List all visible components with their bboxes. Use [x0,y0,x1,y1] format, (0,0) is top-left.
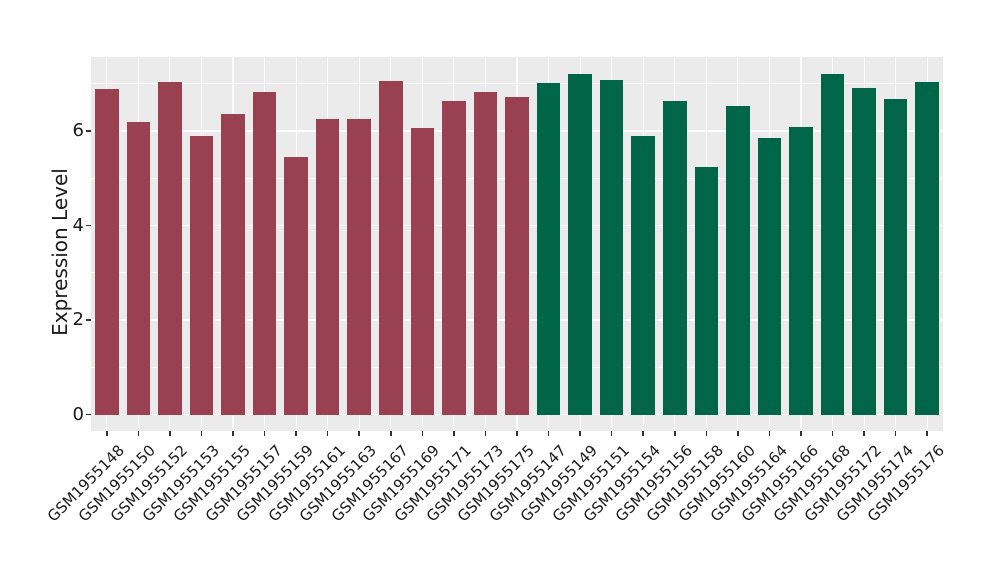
x-tick-mark-GSM1955157 [263,431,266,436]
y-axis-title: Expression Level [48,168,72,336]
x-tick-mark-GSM1955150 [137,431,140,436]
bar-GSM1955176 [915,81,939,415]
x-tick-mark-GSM1955152 [169,431,171,436]
x-tick-mark-GSM1955147 [547,431,550,436]
bar-GSM1955149 [568,73,592,415]
bar-GSM1955155 [221,114,245,415]
bar-GSM1955147 [536,83,561,415]
x-tick-mark-GSM1955168 [831,431,834,436]
bar-GSM1955163 [347,119,371,415]
bar-GSM1955159 [284,157,308,415]
bar-GSM1955174 [883,99,908,415]
x-tick-mark-GSM1955155 [232,431,234,436]
y-tick-label-2: 2 [72,309,84,330]
y-tick-label-6: 6 [72,120,84,141]
x-tick-mark-GSM1955151 [610,431,613,436]
x-tick-mark-GSM1955149 [579,431,581,436]
bar-GSM1955150 [126,121,151,415]
y-tick-label-0: 0 [72,403,84,425]
gridline-y-major-0 [91,413,943,416]
bar-GSM1955152 [158,81,182,415]
bar-GSM1955154 [631,136,655,415]
bar-GSM1955164 [757,137,782,415]
x-tick-mark-GSM1955164 [768,431,771,436]
x-tick-mark-GSM1955172 [863,431,865,436]
y-tick-label-4: 4 [72,214,84,236]
bar-GSM1955171 [442,100,466,415]
y-tick-mark-2 [86,319,91,321]
bar-GSM1955151 [599,79,624,415]
bar-GSM1955148 [95,89,119,415]
x-tick-mark-GSM1955173 [484,431,487,436]
bar-GSM1955153 [189,136,214,415]
bar-GSM1955166 [789,127,813,415]
plot-panel [91,57,943,431]
bar-GSM1955158 [694,166,719,415]
bar-GSM1955156 [663,100,687,415]
x-tick-mark-GSM1955158 [705,431,708,436]
y-tick-mark-6 [86,130,91,132]
bar-GSM1955175 [505,96,529,415]
bar-GSM1955160 [726,105,750,415]
bar-GSM1955173 [473,92,498,415]
bar-GSM1955168 [820,73,845,415]
x-tick-mark-GSM1955148 [106,431,108,436]
x-tick-mark-GSM1955159 [295,431,297,436]
x-tick-mark-GSM1955171 [453,431,455,436]
x-tick-mark-GSM1955163 [358,431,360,436]
x-tick-mark-GSM1955176 [926,431,928,436]
bar-GSM1955167 [379,80,403,415]
bar-GSM1955169 [410,127,435,415]
bar-GSM1955172 [852,87,876,415]
x-tick-mark-GSM1955154 [642,431,644,436]
x-tick-mark-GSM1955174 [894,431,897,436]
x-tick-mark-GSM1955156 [674,431,676,436]
y-tick-mark-4 [86,224,91,227]
x-tick-mark-GSM1955160 [737,431,739,436]
gridline-y-minor-7 [91,83,943,85]
x-tick-mark-GSM1955161 [326,431,329,436]
y-tick-mark-0 [86,413,91,416]
x-tick-mark-GSM1955167 [390,431,392,436]
x-tick-mark-GSM1955169 [421,431,424,436]
bar-GSM1955157 [252,91,277,415]
bar-GSM1955161 [315,119,340,415]
x-tick-mark-GSM1955166 [800,431,802,436]
x-tick-mark-GSM1955175 [516,431,518,436]
x-tick-mark-GSM1955153 [200,431,203,436]
